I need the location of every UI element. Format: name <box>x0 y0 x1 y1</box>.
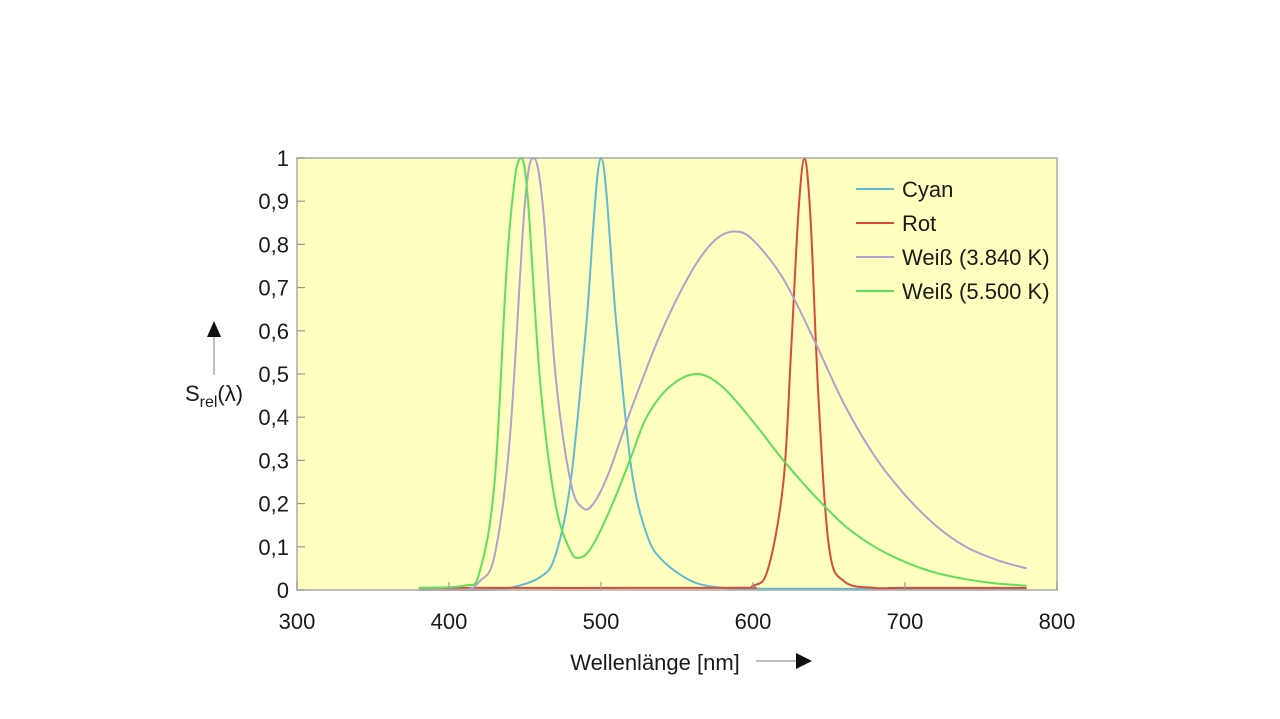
y-tick-label: 0,5 <box>258 362 289 387</box>
legend-label-3: Weiß (3.840 K) <box>902 245 1050 270</box>
legend-label-1: Cyan <box>902 177 953 202</box>
y-tick-label: 0,6 <box>258 319 289 344</box>
y-axis-arrow-icon <box>207 321 221 375</box>
legend-label-4: Weiß (5.500 K) <box>902 279 1050 304</box>
y-axis-label-suffix: (λ) <box>217 381 243 406</box>
y-axis-label-base: S <box>185 381 200 406</box>
y-tick-label: 0,1 <box>258 535 289 560</box>
y-axis-label-sub: rel <box>200 394 218 411</box>
x-tick-label: 800 <box>1039 609 1076 634</box>
series-line-1 <box>418 157 1027 591</box>
x-tick-label: 600 <box>735 609 772 634</box>
y-tick-label: 0,2 <box>258 492 289 517</box>
x-arrow-head <box>796 653 812 669</box>
series-layer <box>418 157 1027 591</box>
y-tick-label: 0,7 <box>258 276 289 301</box>
plot-area <box>297 158 1057 590</box>
series-line-2 <box>418 157 1027 590</box>
y-arrow-head <box>207 321 221 337</box>
series-line-4 <box>418 157 1027 589</box>
y-tick-label: 1 <box>277 146 289 171</box>
x-tick-label: 300 <box>279 609 316 634</box>
x-tick-label: 500 <box>583 609 620 634</box>
legend-label-2: Rot <box>902 211 936 236</box>
y-tick-label: 0,4 <box>258 405 289 430</box>
y-tick-label: 0 <box>277 578 289 603</box>
y-tick-label: 0,8 <box>258 232 289 257</box>
ticks-layer: 300 400 500 600 700 800 0 0,1 0,2 0,3 0,4 0,5 0,6 0,7… <box>258 146 1075 634</box>
y-axis-label: Srel(λ) <box>185 381 243 411</box>
x-axis-arrow-icon <box>756 653 812 669</box>
x-axis-label: Wellenlänge [nm] <box>570 650 740 675</box>
x-tick-label: 400 <box>431 609 468 634</box>
x-tick-label: 700 <box>887 609 924 634</box>
series-line-3 <box>418 157 1027 591</box>
legend: Cyan Rot Weiß (3.840 K) Weiß (5.500 K) <box>856 177 1050 304</box>
y-tick-label: 0,9 <box>258 189 289 214</box>
y-tick-label: 0,3 <box>258 448 289 473</box>
